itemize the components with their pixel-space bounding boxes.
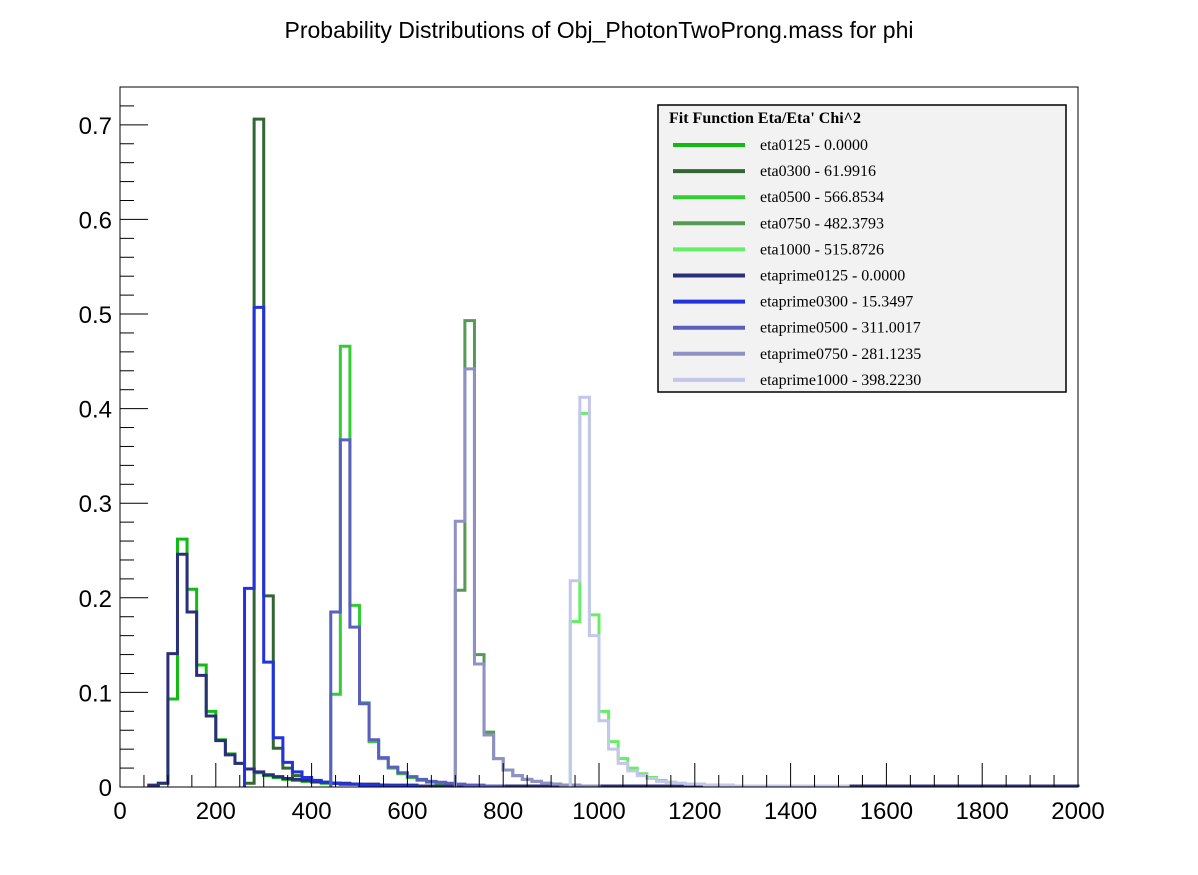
x-tick-label: 1000 bbox=[572, 798, 625, 825]
series-eta1000 bbox=[568, 411, 850, 788]
legend-entry: etaprime0125 - 0.0000 bbox=[760, 268, 905, 285]
legend-entry: eta0500 - 566.8534 bbox=[760, 189, 884, 206]
plot-area bbox=[147, 117, 1080, 788]
x-tick-label: 600 bbox=[387, 798, 427, 825]
x-tick-label: 0 bbox=[113, 798, 126, 825]
x-tick-label: 2000 bbox=[1051, 798, 1104, 825]
legend-entry: etaprime1000 - 398.2230 bbox=[760, 372, 921, 389]
legend-entry: eta1000 - 515.8726 bbox=[760, 241, 884, 258]
y-tick-label: 0.4 bbox=[79, 397, 112, 424]
series-etaprime0125 bbox=[147, 552, 1080, 788]
legend-entry: etaprime0750 - 281.1235 bbox=[760, 346, 921, 363]
y-tick-label: 0.3 bbox=[79, 491, 112, 518]
series-etaprime0500 bbox=[329, 438, 505, 788]
legend: Fit Function Eta/Eta' Chi^2 eta0125 - 0.… bbox=[657, 104, 1067, 393]
x-tick-label: 1600 bbox=[860, 798, 913, 825]
x-tick-label: 1200 bbox=[668, 798, 721, 825]
legend-title: Fit Function Eta/Eta' Chi^2 bbox=[669, 110, 861, 127]
y-tick-label: 0 bbox=[99, 775, 112, 802]
x-tick-label: 1800 bbox=[956, 798, 1009, 825]
legend-entry: eta0300 - 61.9916 bbox=[760, 163, 876, 180]
y-tick-label: 0.5 bbox=[79, 302, 112, 329]
series-eta0750 bbox=[453, 319, 601, 788]
series-etaprime0300 bbox=[243, 305, 419, 788]
y-tick-label: 0.7 bbox=[79, 113, 112, 140]
axes: 0 200 400 600 800 1000 1200 1400 1600 1800 2000 0 0.… bbox=[79, 86, 1105, 825]
series-etaprime0750 bbox=[453, 367, 601, 788]
y-tick-label: 0.6 bbox=[79, 207, 112, 234]
series-etaprime1000 bbox=[568, 395, 850, 788]
legend-entry: etaprime0300 - 15.3497 bbox=[760, 294, 913, 311]
y-tick-label: 0.2 bbox=[79, 586, 112, 613]
series-eta0300 bbox=[243, 117, 409, 788]
x-tick-label: 400 bbox=[292, 798, 332, 825]
x-tick-label: 200 bbox=[196, 798, 236, 825]
x-tick-label: 800 bbox=[483, 798, 523, 825]
legend-entry: eta0125 - 0.0000 bbox=[760, 137, 868, 154]
y-tick-label: 0.1 bbox=[79, 680, 112, 707]
series-eta0500 bbox=[329, 344, 496, 788]
x-tick-label: 1400 bbox=[764, 798, 817, 825]
chart-title: Probability Distributions of Obj_PhotonT… bbox=[285, 17, 914, 43]
legend-entry: eta0750 - 482.3793 bbox=[760, 215, 884, 232]
legend-entry: etaprime0500 - 311.0017 bbox=[760, 320, 921, 337]
